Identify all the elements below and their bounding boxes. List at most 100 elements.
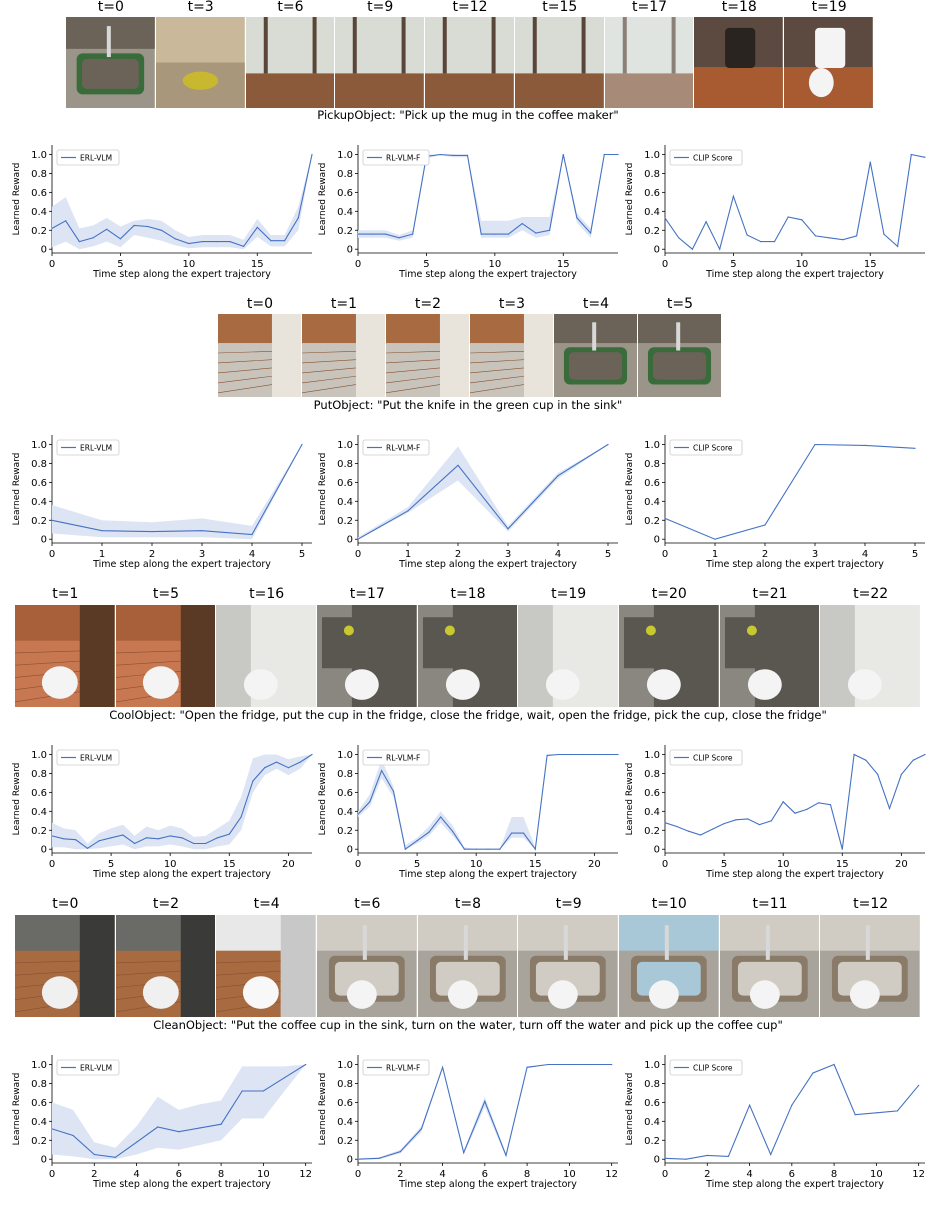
data-point — [535, 232, 537, 234]
trajectory-frame-image — [302, 314, 385, 397]
data-point — [442, 1066, 444, 1068]
legend-label: RL-VLM-F — [386, 154, 420, 163]
legend-label: RL-VLM-F — [386, 754, 420, 763]
data-point — [251, 533, 253, 536]
data-point — [404, 848, 406, 850]
data-point — [63, 838, 65, 840]
data-point — [570, 753, 572, 756]
y-tick-label: 1.0 — [337, 750, 353, 761]
y-tick-label: 0.6 — [644, 188, 660, 199]
y-tick-label: 0.6 — [337, 188, 353, 199]
data-point — [900, 773, 902, 775]
trajectory-frame-image — [694, 17, 784, 108]
data-point — [392, 790, 395, 792]
data-point — [883, 233, 885, 235]
data-point — [568, 1063, 570, 1066]
frame-timestep-label: t=4 — [253, 896, 280, 912]
data-point — [814, 443, 816, 446]
data-point — [201, 241, 204, 243]
data-point — [841, 848, 843, 850]
frame-timestep-label: t=19 — [811, 0, 847, 15]
y-axis-label: Learned Reward — [625, 453, 635, 526]
x-axis-label: Time step along the expert trajectory — [92, 269, 271, 280]
legend-label: ERL-VLM — [80, 754, 112, 763]
y-axis-label: Learned Reward — [318, 453, 328, 526]
x-tick-label: 15 — [864, 259, 877, 270]
x-tick-label: 4 — [249, 549, 255, 560]
data-point — [557, 475, 559, 477]
y-tick-label: 0.8 — [337, 1079, 353, 1090]
x-axis-label: Time step along the expert trajectory — [705, 269, 884, 280]
y-tick-label: 0 — [347, 245, 353, 256]
data-point — [475, 848, 477, 850]
trajectory-frame-image — [619, 915, 719, 1017]
x-tick-label: 5 — [605, 549, 611, 560]
y-tick-label: 0.6 — [337, 478, 353, 489]
trajectory-frame-image — [518, 605, 618, 707]
data-point — [199, 1127, 201, 1129]
y-tick-label: 0.4 — [31, 1117, 47, 1128]
x-axis-label: Time step along the expert trajectory — [705, 1179, 884, 1190]
y-axis-label: Learned Reward — [12, 453, 22, 526]
data-point — [487, 848, 489, 850]
data-point — [869, 161, 871, 163]
data-point — [451, 830, 454, 832]
y-tick-label: 0 — [347, 845, 353, 856]
data-point — [357, 813, 359, 815]
data-point — [749, 1104, 751, 1106]
data-point — [593, 753, 595, 756]
trajectory-frame-image — [518, 915, 618, 1017]
data-point — [747, 818, 749, 820]
y-tick-label: 0 — [41, 1155, 47, 1166]
data-point — [875, 1112, 877, 1114]
trajectory-frame-image — [317, 605, 417, 707]
x-tick-label: 1 — [712, 549, 718, 560]
x-tick-label: 1 — [405, 549, 411, 560]
data-point — [384, 233, 386, 235]
task-caption: CoolObject: "Open the fridge, put the cu… — [109, 708, 827, 722]
x-axis-label: Time step along the expert trajectory — [398, 269, 577, 280]
data-point — [773, 241, 776, 243]
data-point — [865, 759, 867, 761]
legend: RL-VLM-F — [362, 149, 430, 166]
data-point — [691, 248, 693, 250]
trajectory-frame-image — [216, 605, 316, 707]
task-caption: CleanObject: "Put the coffee cup in the … — [153, 1018, 783, 1032]
y-tick-label: 1.0 — [644, 1060, 660, 1071]
x-axis-label: Time step along the expert trajectory — [705, 869, 884, 880]
data-point — [924, 156, 926, 158]
data-point — [369, 801, 371, 803]
data-point — [439, 153, 441, 156]
data-point — [181, 837, 183, 839]
y-tick-label: 1.0 — [31, 750, 47, 761]
x-tick-label: 3 — [505, 549, 511, 560]
data-point — [494, 233, 496, 235]
data-point — [287, 767, 289, 769]
x-tick-label: 2 — [704, 1169, 710, 1180]
y-tick-label: 0 — [41, 245, 47, 256]
data-point — [794, 812, 796, 814]
reward-line-chart: 0 0.2 0.4 0.6 0.8 1.0 0 1 2 3 4 5 Time step along th… — [625, 435, 925, 570]
reward-series-line — [357, 444, 609, 540]
frame-timestep-label: t=0 — [52, 896, 79, 912]
y-tick-label: 0 — [654, 845, 660, 856]
data-point — [507, 233, 510, 235]
x-tick-label: 1 — [99, 549, 105, 560]
data-point — [727, 1155, 729, 1157]
data-point — [746, 234, 748, 236]
x-tick-label: 10 — [777, 859, 790, 870]
data-point — [86, 847, 89, 849]
data-point — [699, 834, 702, 836]
y-axis-label: Learned Reward — [625, 763, 635, 836]
trajectory-frame-image — [784, 17, 873, 108]
legend-label: ERL-VLM — [80, 444, 112, 453]
legend-label: CLIP Score — [693, 1064, 733, 1073]
reward-line-chart: 0 0.2 0.4 0.6 0.8 1.0 0 2 4 6 8 10 12 Time step along… — [318, 1055, 618, 1190]
x-tick-label: 0 — [355, 859, 361, 870]
trajectory-frame-image — [15, 915, 115, 1017]
data-point — [357, 233, 359, 235]
data-point — [275, 761, 278, 763]
y-tick-label: 1.0 — [31, 150, 47, 161]
x-tick-label: 15 — [223, 859, 236, 870]
